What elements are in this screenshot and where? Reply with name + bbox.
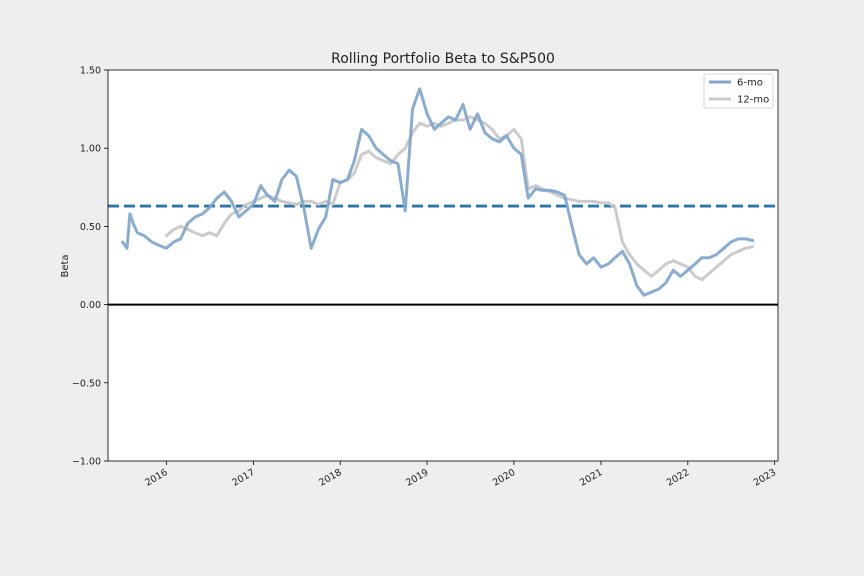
reference-lines bbox=[108, 204, 778, 306]
y-axis-label: Beta bbox=[60, 254, 71, 277]
series-line-12-mo bbox=[164, 115, 755, 282]
y-tick-label: 0.50 bbox=[80, 222, 101, 233]
chart-title: Rolling Portfolio Beta to S&P500 bbox=[331, 51, 555, 67]
legend: 6-mo 12-mo bbox=[703, 73, 774, 109]
legend-label-6-mo: 6-mo bbox=[737, 78, 763, 89]
y-tick-label: 1.50 bbox=[80, 66, 101, 77]
plot-frame bbox=[107, 69, 779, 462]
plot-area bbox=[108, 70, 778, 461]
y-tick-label: 0.00 bbox=[80, 300, 101, 311]
series-line-6-mo bbox=[121, 87, 755, 297]
y-tick-label: −0.50 bbox=[72, 378, 101, 389]
y-tick-label: −1.00 bbox=[72, 457, 101, 468]
series-layer bbox=[121, 87, 755, 297]
legend-label-12-mo: 12-mo bbox=[737, 95, 769, 106]
y-axis-ticks: −1.00 −0.50 0.00 0.50 1.00 1.50 bbox=[72, 66, 108, 468]
y-tick-label: 1.00 bbox=[80, 144, 101, 155]
